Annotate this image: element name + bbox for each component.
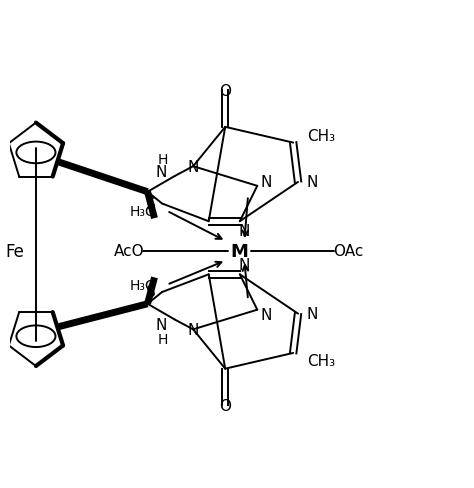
Text: N: N xyxy=(239,224,250,239)
Text: N: N xyxy=(261,307,272,323)
Text: OAc: OAc xyxy=(333,244,363,259)
Text: N: N xyxy=(155,317,167,332)
Text: H: H xyxy=(158,332,168,346)
Text: O: O xyxy=(219,84,231,99)
Text: Fe: Fe xyxy=(5,242,24,260)
Text: N: N xyxy=(306,175,318,190)
Text: CH₃: CH₃ xyxy=(307,353,335,368)
Text: CH₃: CH₃ xyxy=(307,129,335,143)
Text: AcO: AcO xyxy=(114,244,145,259)
Text: N: N xyxy=(188,322,199,337)
Text: N: N xyxy=(239,258,250,273)
Text: S: S xyxy=(146,197,155,212)
Text: N: N xyxy=(155,164,167,179)
Text: O: O xyxy=(219,398,231,413)
Text: H₃C: H₃C xyxy=(130,278,156,292)
Text: M: M xyxy=(231,242,249,260)
Text: N: N xyxy=(306,306,318,322)
Text: N: N xyxy=(261,174,272,189)
Text: H: H xyxy=(158,153,168,167)
Text: H₃C: H₃C xyxy=(130,204,156,219)
Text: N: N xyxy=(188,160,199,174)
Text: S: S xyxy=(146,285,155,300)
